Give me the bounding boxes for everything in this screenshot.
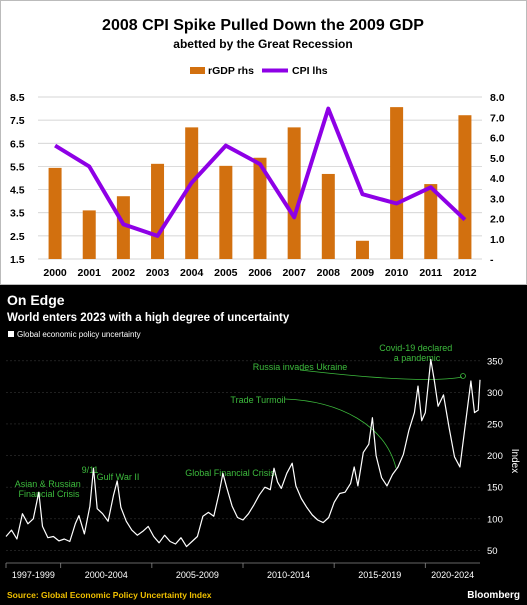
right-tick-label: 7.0 [490,112,505,124]
y-tick-label: 100 [487,514,503,525]
right-tick-label: 6.0 [490,133,505,145]
x-tick-label: 2012 [453,267,477,279]
right-tick-label: 3.0 [490,193,505,205]
rgdp-bar [424,184,438,259]
rgdp-bar [253,157,267,259]
uncertainty-line [5,358,481,548]
y-tick-label: 350 [487,356,503,367]
left-tick-label: 7.5 [10,115,25,127]
rgdp-bar [151,163,165,259]
bloomberg-logo: Bloomberg [467,590,520,601]
cpi-line [54,106,467,238]
rgdp-bars [48,107,472,259]
annotation-gulf-war: Gulf War II [97,472,140,482]
x-tick-label: 2006 [248,267,272,279]
x-tick-label: 2011 [419,267,442,279]
left-tick-label: 6.5 [10,138,25,150]
y-tick-label: 250 [487,419,503,430]
x-tick-label: 2020-2024 [431,570,474,580]
x-tick-label: 2003 [146,267,170,279]
annotation-asian-crisis-line2: Financial Crisis [18,489,80,499]
legend-swatch-rgdp [190,67,205,74]
left-tick-label: 1.5 [10,254,25,266]
gridlines [6,360,480,551]
x-tick-label: 2001 [78,267,102,279]
rgdp-bar [82,210,96,259]
left-tick-label: 2.5 [10,231,25,243]
source-note: Source: Global Economic Policy Uncertain… [7,590,212,600]
y-axis-label: Index [509,449,520,473]
x-tick-label: 2005-2009 [176,570,219,580]
left-tick-label: 8.5 [10,92,25,104]
right-tick-label: 4.0 [490,173,505,185]
legend-label-rgdp: rGDP rhs [208,65,254,77]
legend-swatch [8,331,14,337]
y-tick-label: 150 [487,483,503,494]
left-axis: 8.5 7.5 6.5 5.5 4.5 3.5 2.5 1.5 [10,92,25,266]
annotation-ukraine: Russia invades Ukraine [253,362,348,372]
right-tick-label: 5.0 [490,153,505,165]
annotation-covid-line1: Covid-19 declared [379,343,452,353]
x-tick-label: 2008 [317,267,341,279]
x-tick-label: 2010-2014 [267,570,310,580]
x-tick-label: 2000-2004 [85,570,128,580]
x-tick-label: 2000 [43,267,67,279]
ukraine-marker [460,373,466,379]
right-tick-label: - [490,254,494,266]
annotations: Asian & Russian Financial Crisis 9/11 Gu… [15,343,455,499]
y-axis: 350 300 250 200 150 100 50 [487,356,503,557]
x-tick-label: 2007 [282,267,306,279]
x-tick-label: 2009 [351,267,375,279]
annotation-asian-crisis-line1: Asian & Russian [15,479,81,489]
left-tick-label: 3.5 [10,208,25,220]
right-tick-label: 2.0 [490,214,505,226]
x-tick-label: 2002 [112,267,136,279]
right-tick-label: 1.0 [490,234,505,246]
rgdp-bar [219,165,233,259]
x-tick-label: 2010 [385,267,409,279]
annotation-callouts [284,369,466,469]
rgdp-bar [116,196,130,259]
rgdp-bar [355,240,369,259]
ukraine-callout [299,369,463,380]
rgdp-bar [321,173,335,259]
right-axis: 8.0 7.0 6.0 5.0 4.0 3.0 2.0 1.0 - [490,92,505,266]
chart-title: On Edge [7,292,65,308]
x-tick-label: 2005 [214,267,238,279]
uncertainty-chart: On Edge World enters 2023 with a high de… [0,285,527,605]
rgdp-bar [287,127,301,259]
annotation-gfc: Global Financial Crisis [185,468,275,478]
rgdp-bar [48,167,62,259]
y-tick-label: 300 [487,388,503,399]
annotation-asian-crisis: Asian & Russian Financial Crisis [15,479,84,499]
cpi-gdp-chart: 2008 CPI Spike Pulled Down the 2009 GDP … [0,0,527,285]
x-axis: 1997-1999 2000-2004 2005-2009 2010-2014 2015… [5,562,480,580]
legend-label: Global economic policy uncertainty [17,330,141,339]
x-axis: 2000 2001 2002 2003 2004 2005 2006 2007 2008 2009… [43,267,476,279]
rgdp-bar [185,127,199,259]
annotation-911: 9/11 [82,465,99,475]
rgdp-bar [390,107,404,259]
annotation-covid-line2: a pandemic [394,353,441,363]
annotation-covid: Covid-19 declared a pandemic [379,343,455,363]
annotation-trade-turmoil: Trade Turmoil [230,395,285,405]
x-tick-label: 2015-2019 [358,570,401,580]
legend-label-cpi: CPI lhs [292,65,328,77]
left-tick-label: 5.5 [10,161,25,173]
rgdp-bar [458,115,472,259]
left-tick-label: 4.5 [10,185,25,197]
y-tick-label: 200 [487,451,503,462]
right-tick-label: 8.0 [490,92,505,104]
chart-subtitle: World enters 2023 with a high degree of … [7,312,290,324]
y-tick-label: 50 [487,546,498,557]
legend: rGDP rhs CPI lhs [190,65,328,77]
chart-subtitle: abetted by the Great Recession [173,37,352,51]
chart-title: 2008 CPI Spike Pulled Down the 2009 GDP [102,17,424,34]
x-tick-label: 2004 [180,267,204,279]
trade-turmoil-callout [284,398,397,469]
x-tick-label: 1997-1999 [12,570,55,580]
